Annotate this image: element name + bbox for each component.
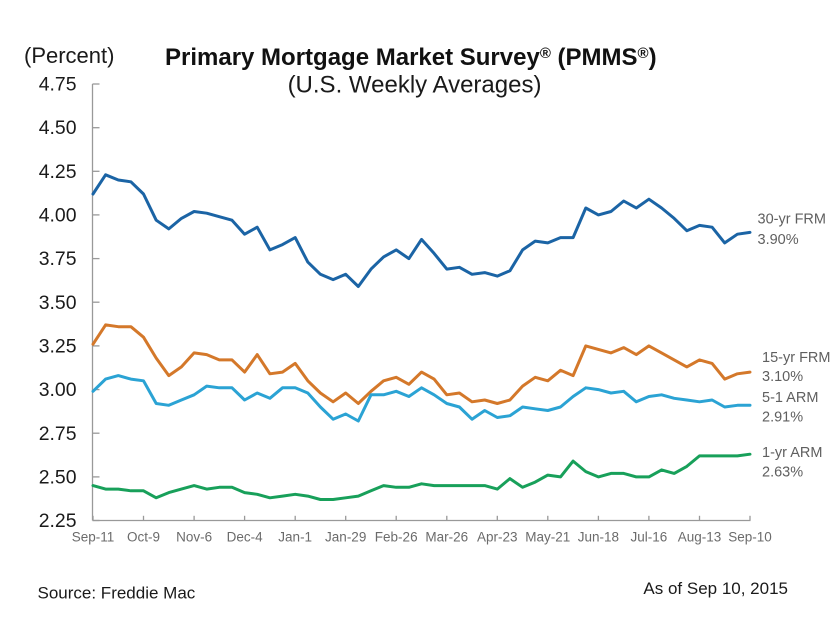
svg-text:2.63%: 2.63% — [762, 464, 803, 480]
svg-text:As of Sep 10, 2015: As of Sep 10, 2015 — [643, 579, 788, 598]
svg-text:4.25: 4.25 — [39, 161, 77, 183]
svg-text:2.75: 2.75 — [39, 423, 77, 445]
svg-text:May-21: May-21 — [525, 530, 570, 545]
svg-text:Nov-6: Nov-6 — [176, 530, 212, 545]
svg-text:Feb-26: Feb-26 — [375, 530, 418, 545]
svg-text:3.10%: 3.10% — [762, 369, 803, 385]
svg-text:Apr-23: Apr-23 — [477, 530, 518, 545]
svg-text:3.75: 3.75 — [39, 248, 77, 270]
svg-text:(U.S. Weekly Averages): (U.S. Weekly Averages) — [288, 71, 542, 98]
svg-text:Primary Mortgage Market Survey: Primary Mortgage Market Survey® (PMMS®) — [165, 44, 657, 71]
svg-text:4.50: 4.50 — [39, 117, 77, 139]
svg-text:30-yr FRM: 30-yr FRM — [758, 212, 826, 228]
svg-text:3.90%: 3.90% — [758, 232, 799, 248]
svg-text:4.00: 4.00 — [39, 205, 77, 227]
svg-text:3.00: 3.00 — [39, 379, 77, 401]
svg-text:Jun-18: Jun-18 — [578, 530, 619, 545]
svg-text:4.75: 4.75 — [39, 74, 77, 96]
svg-text:Oct-9: Oct-9 — [127, 530, 160, 545]
svg-text:1-yr ARM: 1-yr ARM — [762, 445, 822, 461]
svg-text:3.50: 3.50 — [39, 292, 77, 314]
svg-text:Sep-11: Sep-11 — [72, 530, 115, 545]
svg-text:Sep-10: Sep-10 — [728, 530, 772, 545]
svg-text:2.25: 2.25 — [39, 510, 77, 532]
svg-text:Source: Freddie Mac: Source: Freddie Mac — [38, 584, 196, 603]
svg-text:2.91%: 2.91% — [762, 409, 803, 425]
svg-text:Jan-1: Jan-1 — [278, 530, 312, 545]
svg-text:15-yr FRM: 15-yr FRM — [762, 350, 830, 366]
svg-text:Dec-4: Dec-4 — [227, 530, 264, 545]
svg-text:Mar-26: Mar-26 — [425, 530, 468, 545]
svg-text:5-1 ARM: 5-1 ARM — [762, 390, 818, 406]
svg-text:(Percent): (Percent) — [24, 43, 114, 68]
svg-text:2.50: 2.50 — [39, 467, 77, 489]
svg-text:Jul-16: Jul-16 — [631, 530, 668, 545]
svg-text:Jan-29: Jan-29 — [325, 530, 366, 545]
svg-text:3.25: 3.25 — [39, 336, 77, 358]
svg-text:Aug-13: Aug-13 — [678, 530, 722, 545]
